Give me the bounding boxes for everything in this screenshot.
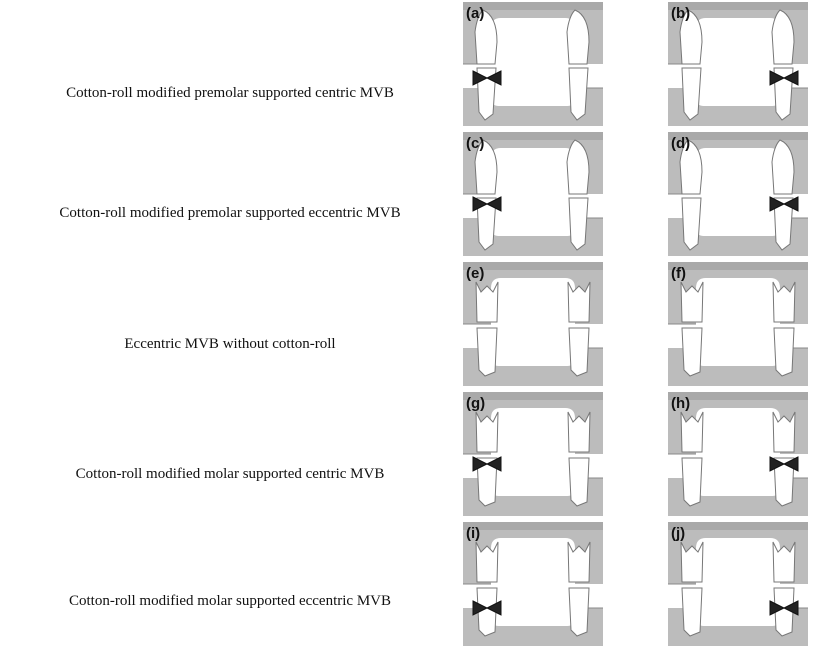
panel: (b)	[668, 2, 808, 126]
tooth	[476, 412, 498, 452]
tooth	[476, 282, 498, 322]
tooth	[682, 328, 702, 376]
panel-label: (g)	[466, 395, 485, 412]
tooth	[681, 412, 703, 452]
panel-top-band	[668, 522, 808, 530]
tooth	[568, 412, 590, 452]
tooth	[569, 68, 588, 120]
row-label: Cotton-roll modified molar supported cen…	[76, 466, 385, 482]
row-label: Cotton-roll modified premolar supported …	[59, 205, 400, 221]
panel: (d)	[668, 132, 808, 256]
figure: Cotton-roll modified premolar supported …	[0, 0, 827, 653]
row-label: Cotton-roll modified premolar supported …	[66, 85, 394, 101]
panel-top-band	[463, 522, 603, 530]
panel: (c)	[463, 132, 603, 256]
tooth	[774, 328, 794, 376]
panel-label: (i)	[466, 525, 480, 542]
tooth	[773, 542, 795, 582]
tooth	[568, 282, 590, 322]
panel-label: (c)	[466, 135, 484, 152]
tooth	[681, 282, 703, 322]
tooth	[569, 458, 589, 506]
panel: (g)	[463, 392, 603, 516]
tooth	[682, 198, 701, 250]
tooth	[477, 328, 497, 376]
tooth	[569, 198, 588, 250]
tooth	[476, 542, 498, 582]
tooth	[681, 542, 703, 582]
panel-label: (j)	[671, 525, 685, 542]
tooth	[773, 282, 795, 322]
panel-label: (d)	[671, 135, 690, 152]
tooth	[568, 542, 590, 582]
panel-top-band	[668, 262, 808, 270]
panel: (a)	[463, 2, 603, 126]
panel: (e)	[463, 262, 603, 386]
tooth	[682, 68, 701, 120]
panel: (f)	[668, 262, 808, 386]
tooth	[682, 588, 702, 636]
row-label: Cotton-roll modified molar supported ecc…	[69, 593, 391, 609]
panel-label: (h)	[671, 395, 690, 412]
panel: (h)	[668, 392, 808, 516]
panel: (j)	[668, 522, 808, 646]
row-label: Eccentric MVB without cotton-roll	[124, 336, 335, 352]
panel-label: (a)	[466, 5, 484, 22]
tooth	[569, 588, 589, 636]
panel-label: (e)	[466, 265, 484, 282]
tooth	[569, 328, 589, 376]
tooth	[682, 458, 702, 506]
panel-label: (b)	[671, 5, 690, 22]
tooth	[773, 412, 795, 452]
panel-label: (f)	[671, 265, 686, 282]
panel: (i)	[463, 522, 603, 646]
